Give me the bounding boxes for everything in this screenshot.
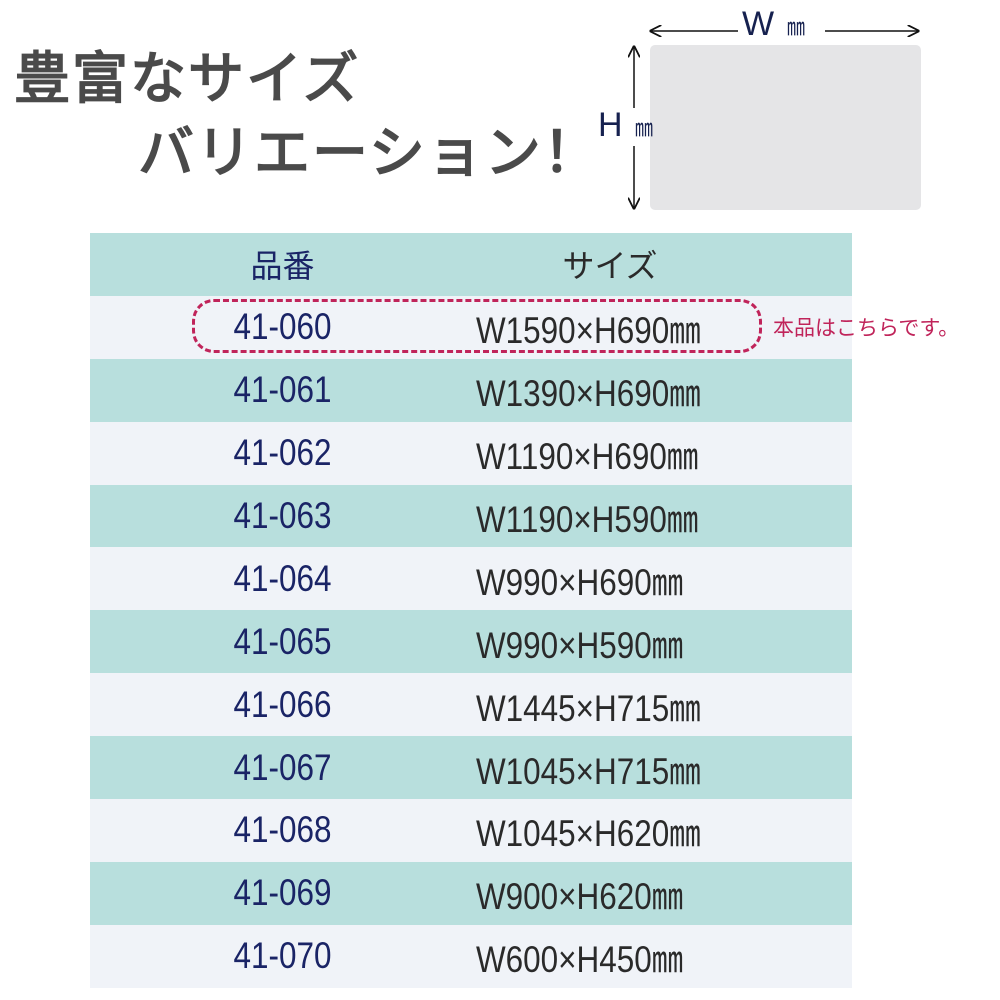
header-size: サイズ bbox=[562, 247, 658, 286]
dimension-arrows bbox=[0, 0, 1000, 230]
product-size: W900×H620㎜ bbox=[476, 876, 684, 918]
product-code: 41-070 bbox=[233, 935, 332, 977]
header-code: 品番 bbox=[250, 247, 315, 286]
table-row: 41-063 W1190×H590㎜ bbox=[90, 484, 852, 548]
size-table: 品番 サイズ 41-060 W1590×H690㎜ 41-061 W1390×H690… bbox=[90, 233, 852, 988]
table-row: 41-062 W1190×H690㎜ bbox=[90, 421, 852, 485]
table-row: 41-060 W1590×H690㎜ bbox=[90, 295, 852, 359]
table-row: 41-069 W900×H620㎜ bbox=[90, 861, 852, 925]
table-row: 41-066 W1445×H715㎜ bbox=[90, 673, 852, 737]
title-line-1: 豊富なサイズ bbox=[14, 47, 361, 112]
product-size: W1190×H690㎜ bbox=[476, 436, 699, 478]
size-diagram-panel bbox=[650, 45, 921, 210]
current-product-highlight bbox=[192, 299, 762, 353]
product-code: 41-065 bbox=[233, 620, 332, 662]
product-size: W1045×H620㎜ bbox=[476, 813, 701, 855]
product-code: 41-062 bbox=[233, 432, 332, 474]
width-label: W ㎜ bbox=[742, 5, 805, 43]
product-size: W600×H450㎜ bbox=[476, 939, 684, 981]
product-code: 41-067 bbox=[233, 746, 332, 788]
product-size: W990×H590㎜ bbox=[476, 624, 684, 666]
product-code: 41-061 bbox=[233, 369, 332, 411]
table-row: 41-064 W990×H690㎜ bbox=[90, 547, 852, 611]
current-product-note: 本品はこちらです。 bbox=[773, 316, 960, 340]
table-header: 品番 サイズ bbox=[90, 233, 852, 296]
product-size: W1445×H715㎜ bbox=[476, 687, 701, 729]
product-code: 41-063 bbox=[233, 495, 332, 536]
product-code: 41-066 bbox=[233, 683, 332, 725]
table-row: 41-065 W990×H590㎜ bbox=[90, 610, 852, 674]
table-row: 41-068 W1045×H620㎜ bbox=[90, 799, 852, 862]
height-label: H ㎜ bbox=[598, 106, 654, 144]
table-row: 41-061 W1390×H690㎜ bbox=[90, 358, 852, 422]
product-code: 41-064 bbox=[233, 557, 332, 599]
product-code: 41-060 bbox=[233, 306, 332, 348]
product-size: W1390×H690㎜ bbox=[476, 373, 701, 415]
product-size: W1590×H690㎜ bbox=[476, 310, 701, 352]
product-size: W990×H690㎜ bbox=[476, 561, 684, 603]
title-line-2: バリエーション！ bbox=[138, 121, 601, 186]
product-code: 41-068 bbox=[233, 809, 332, 851]
table-row: 41-070 W600×H450㎜ bbox=[90, 924, 852, 988]
product-code: 41-069 bbox=[233, 872, 332, 914]
product-size: W1045×H715㎜ bbox=[476, 750, 701, 792]
table-row: 41-067 W1045×H715㎜ bbox=[90, 736, 852, 800]
product-size: W1190×H590㎜ bbox=[476, 499, 699, 540]
